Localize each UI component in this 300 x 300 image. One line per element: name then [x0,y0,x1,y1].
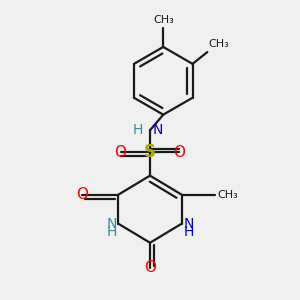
Text: H: H [132,123,142,137]
Text: O: O [173,145,185,160]
Text: H: H [106,225,117,239]
Text: O: O [144,260,156,275]
Text: N: N [106,217,117,231]
Text: O: O [76,187,88,202]
Text: CH₃: CH₃ [218,190,238,200]
Text: N: N [183,217,194,231]
Text: O: O [115,145,127,160]
Text: N: N [153,123,163,137]
Text: H: H [183,225,194,239]
Text: S: S [144,143,156,161]
Text: CH₃: CH₃ [153,15,174,25]
Text: CH₃: CH₃ [209,39,230,49]
